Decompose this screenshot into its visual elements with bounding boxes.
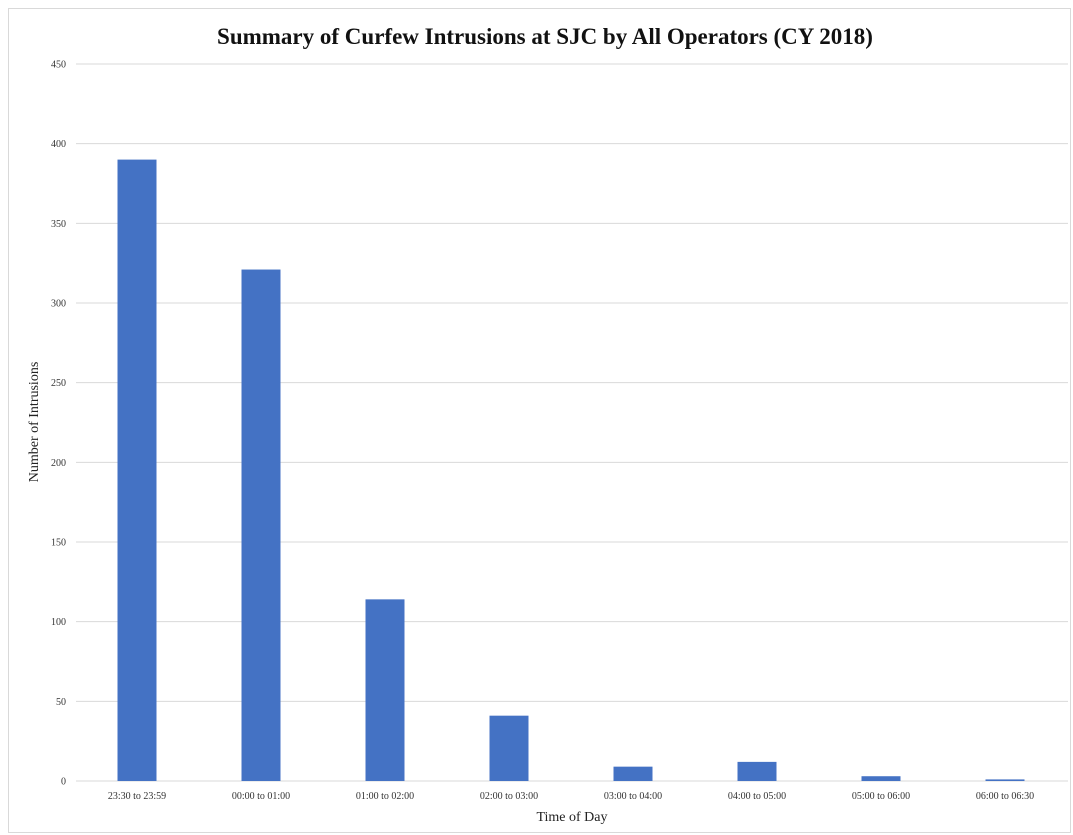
y-tick-label: 150 <box>51 538 66 549</box>
y-tick-label: 50 <box>56 697 66 708</box>
y-tick-label: 350 <box>51 219 66 230</box>
x-tick-label: 00:00 to 01:00 <box>232 791 290 802</box>
x-tick-label: 03:00 to 04:00 <box>604 791 662 802</box>
y-axis-label: Number of Intrusions <box>27 362 42 483</box>
bar-2 <box>365 599 405 781</box>
bar-4 <box>613 766 653 781</box>
bar-6 <box>861 776 901 781</box>
x-axis-ticks: 23:30 to 23:59 00:00 to 01:00 01:00 to 02:… <box>108 791 1034 802</box>
bars <box>117 159 1025 782</box>
chart-title: Summary of Curfew Intrusions at SJC by A… <box>217 24 873 49</box>
y-tick-label: 400 <box>51 139 66 150</box>
x-tick-label: 01:00 to 02:00 <box>356 791 414 802</box>
y-tick-label: 300 <box>51 299 66 310</box>
y-tick-label: 100 <box>51 617 66 628</box>
bar-5 <box>737 761 777 781</box>
bar-7 <box>985 779 1025 781</box>
x-axis-label: Time of Day <box>536 810 607 825</box>
x-tick-label: 05:00 to 06:00 <box>852 791 910 802</box>
x-tick-label: 04:00 to 05:00 <box>728 791 786 802</box>
y-axis-ticks: 0 50 100 150 200 250 300 350 400 450 <box>51 60 66 788</box>
x-tick-label: 23:30 to 23:59 <box>108 791 166 802</box>
bar-3 <box>489 715 529 781</box>
bar-1 <box>241 269 281 781</box>
y-tick-label: 450 <box>51 60 66 71</box>
y-tick-label: 250 <box>51 378 66 389</box>
x-tick-label: 06:00 to 06:30 <box>976 791 1034 802</box>
chart-frame <box>8 8 1071 833</box>
y-tick-label: 200 <box>51 458 66 469</box>
x-tick-label: 02:00 to 03:00 <box>480 791 538 802</box>
y-tick-label: 0 <box>61 777 66 788</box>
gridlines <box>76 63 1068 782</box>
bar-0 <box>117 159 157 782</box>
